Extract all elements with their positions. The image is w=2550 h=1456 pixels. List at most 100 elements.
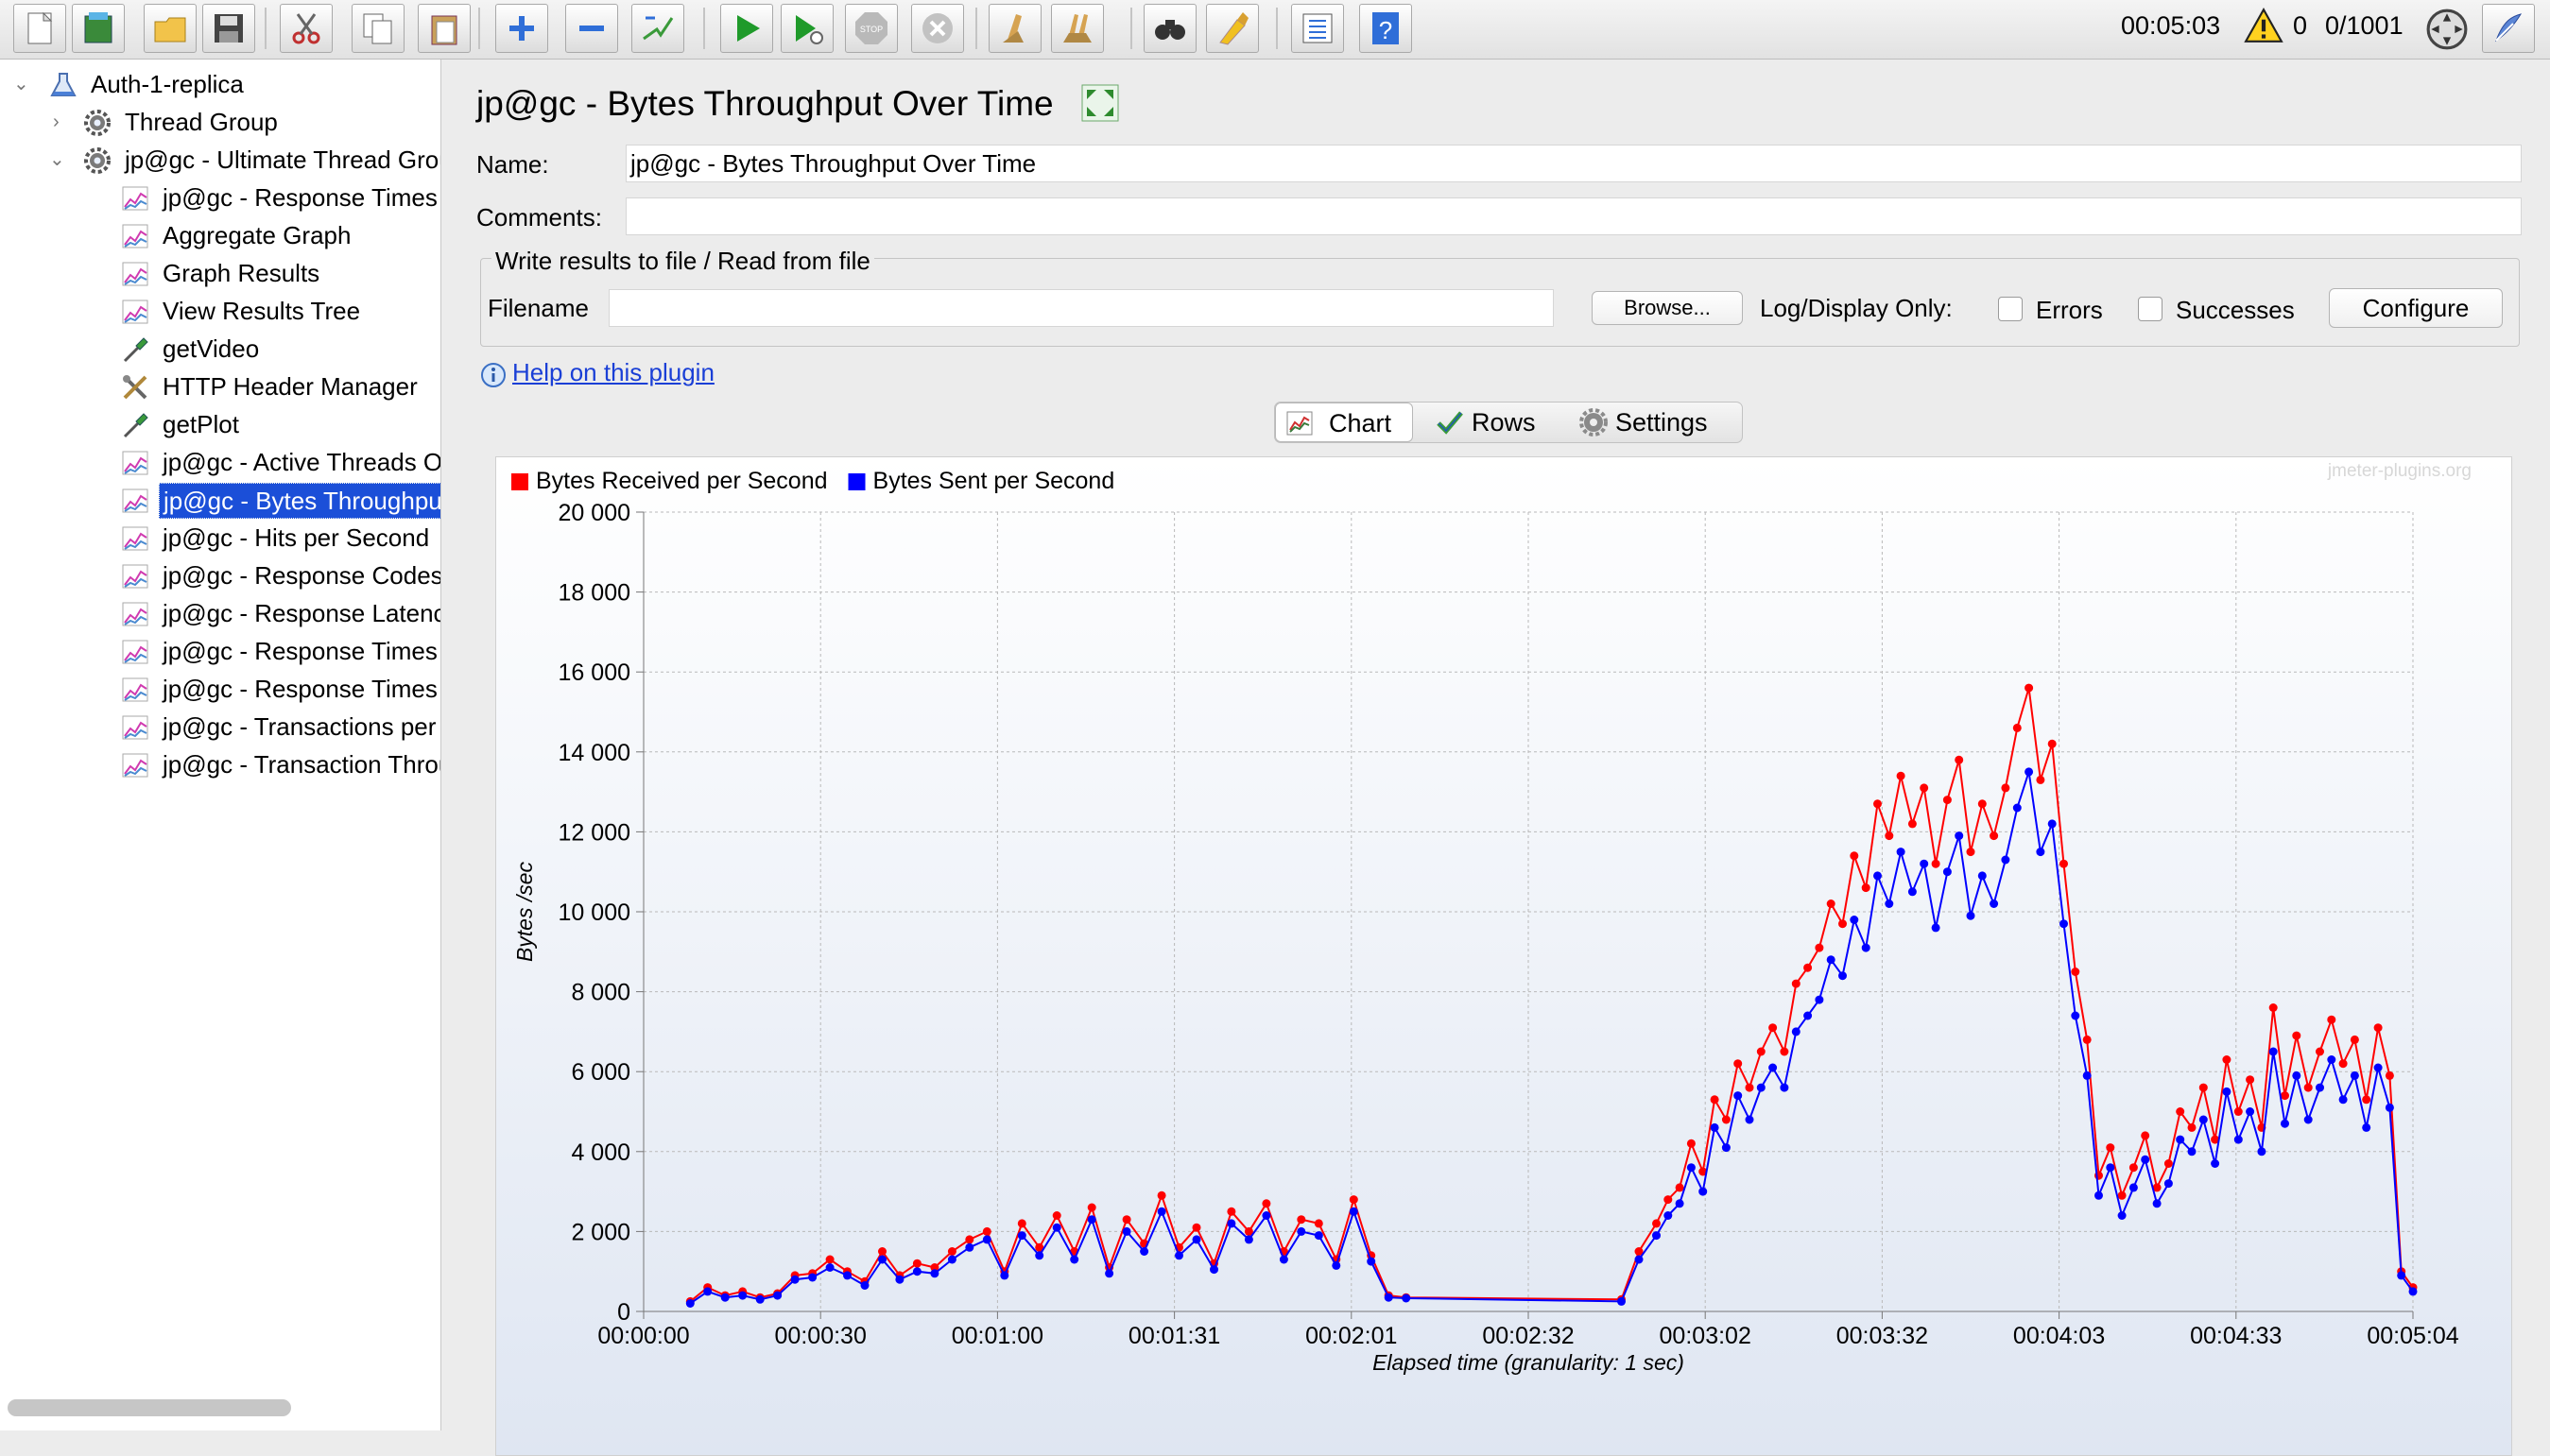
data-point: [947, 1255, 956, 1264]
tree-node-label: Graph Results: [163, 259, 320, 287]
data-point: [2071, 1011, 2080, 1020]
data-point: [982, 1226, 991, 1236]
data-point: [2128, 1163, 2138, 1173]
name-label: Name:: [476, 150, 549, 179]
templates-button[interactable]: [72, 4, 125, 53]
start-button[interactable]: [720, 4, 773, 53]
data-point: [1942, 796, 1952, 805]
x-tick-label: 00:04:33: [2190, 1323, 2282, 1349]
horizontal-scrollbar[interactable]: [8, 1399, 291, 1416]
collapse-button[interactable]: [565, 4, 618, 53]
browse-button[interactable]: Browse...: [1592, 291, 1743, 325]
collapse-toggle-icon[interactable]: ⌄: [49, 149, 65, 170]
data-point: [2094, 1190, 2103, 1200]
tab-rows[interactable]: Rows: [1426, 403, 1559, 442]
start-no-pauses-button[interactable]: [781, 4, 834, 53]
expand-button[interactable]: [495, 4, 548, 53]
toolbar-separator: [703, 8, 705, 49]
configure-button[interactable]: Configure: [2329, 288, 2503, 328]
data-point: [2292, 1031, 2301, 1040]
data-point: [2222, 1055, 2231, 1064]
test-plan-tree: ⌄ Auth-1-replica › Thread Group ⌄ jp@gc - Ult…: [0, 60, 441, 1430]
data-point: [2350, 1035, 2359, 1044]
data-point: [2327, 1015, 2336, 1024]
data-point: [1826, 899, 1835, 908]
data-point: [1803, 963, 1813, 972]
data-point: [738, 1291, 748, 1300]
data-point: [1686, 1139, 1696, 1148]
data-point: [2338, 1095, 2348, 1105]
clear-all-icon: [1063, 14, 1092, 43]
log-viewer-button[interactable]: [2482, 4, 2535, 53]
errors-label: Errors: [2036, 296, 2103, 324]
data-point: [2163, 1159, 2173, 1168]
data-point: [1896, 771, 1905, 780]
data-point: [2071, 968, 2080, 976]
tree-node-label: jp@gc - Transaction Throughput vs Thread…: [163, 750, 440, 779]
new-button[interactable]: [13, 4, 66, 53]
data-point: [1017, 1219, 1026, 1228]
data-point: [2001, 855, 2010, 865]
graph-icon: [121, 449, 149, 477]
graph-icon: [121, 487, 149, 515]
data-point: [1367, 1257, 1376, 1266]
data-point: [685, 1299, 695, 1308]
save-button[interactable]: [202, 4, 255, 53]
data-point: [1920, 783, 1929, 793]
clear-all-button[interactable]: [1051, 4, 1104, 53]
checkmark-icon: [1437, 411, 1463, 435]
function-helper-button[interactable]: [1291, 4, 1344, 53]
data-point: [1838, 971, 1847, 981]
data-point: [1745, 1115, 1754, 1124]
function-helper-icon: [1302, 13, 1333, 43]
open-button[interactable]: [144, 4, 197, 53]
collapse-icon: [579, 26, 604, 31]
data-point: [2187, 1122, 2197, 1132]
data-point: [1297, 1226, 1306, 1236]
warning-icon[interactable]: [2244, 8, 2283, 50]
data-point: [1262, 1211, 1271, 1220]
data-point: [825, 1263, 835, 1272]
help-button[interactable]: ?: [1359, 4, 1412, 53]
shutdown-button[interactable]: [911, 4, 964, 53]
collapse-toggle-icon[interactable]: ⌄: [13, 74, 29, 94]
tab-settings[interactable]: Settings: [1570, 403, 1740, 442]
cut-icon: [292, 13, 320, 44]
errors-checkbox[interactable]: [1998, 297, 2023, 321]
filename-field[interactable]: [609, 289, 1554, 327]
expand-panel-icon[interactable]: [1081, 84, 1119, 122]
toggle-button[interactable]: [631, 4, 684, 53]
gear-icon: [83, 109, 112, 137]
cut-button[interactable]: [280, 4, 333, 53]
successes-checkbox[interactable]: [2138, 297, 2162, 321]
stop-icon: STOP: [855, 12, 887, 44]
data-point: [1745, 1083, 1754, 1092]
data-point: [2408, 1287, 2418, 1296]
tree-node-label: Thread Group: [125, 108, 278, 136]
log-display-label: Log/Display Only:: [1760, 294, 1953, 322]
help-link[interactable]: Help on this plugin: [512, 358, 715, 386]
search-button[interactable]: [1144, 4, 1197, 53]
clear-button[interactable]: [989, 4, 1042, 53]
data-point: [2362, 1095, 2371, 1105]
chart-background: [496, 457, 2511, 1455]
data-point: [1070, 1255, 1079, 1264]
data-point: [2350, 1071, 2359, 1080]
paste-button[interactable]: [418, 4, 471, 53]
tab-chart[interactable]: Chart: [1275, 403, 1413, 442]
data-point: [2246, 1107, 2255, 1116]
graph-icon: [121, 638, 149, 666]
svg-text:STOP: STOP: [860, 25, 883, 34]
copy-button[interactable]: [352, 4, 405, 53]
x-tick-label: 00:00:30: [775, 1323, 867, 1349]
expand-toggle-icon[interactable]: ›: [53, 111, 60, 132]
tree-node-label: getVideo: [163, 334, 260, 363]
stop-button[interactable]: STOP: [845, 4, 898, 53]
comments-field[interactable]: [626, 197, 2522, 235]
graph-icon: [121, 260, 149, 288]
reset-search-button[interactable]: [1206, 4, 1259, 53]
name-field[interactable]: jp@gc - Bytes Throughput Over Time: [626, 145, 2522, 182]
data-point: [1885, 899, 1894, 908]
data-point: [1634, 1247, 1644, 1256]
data-point: [1733, 1059, 1743, 1069]
